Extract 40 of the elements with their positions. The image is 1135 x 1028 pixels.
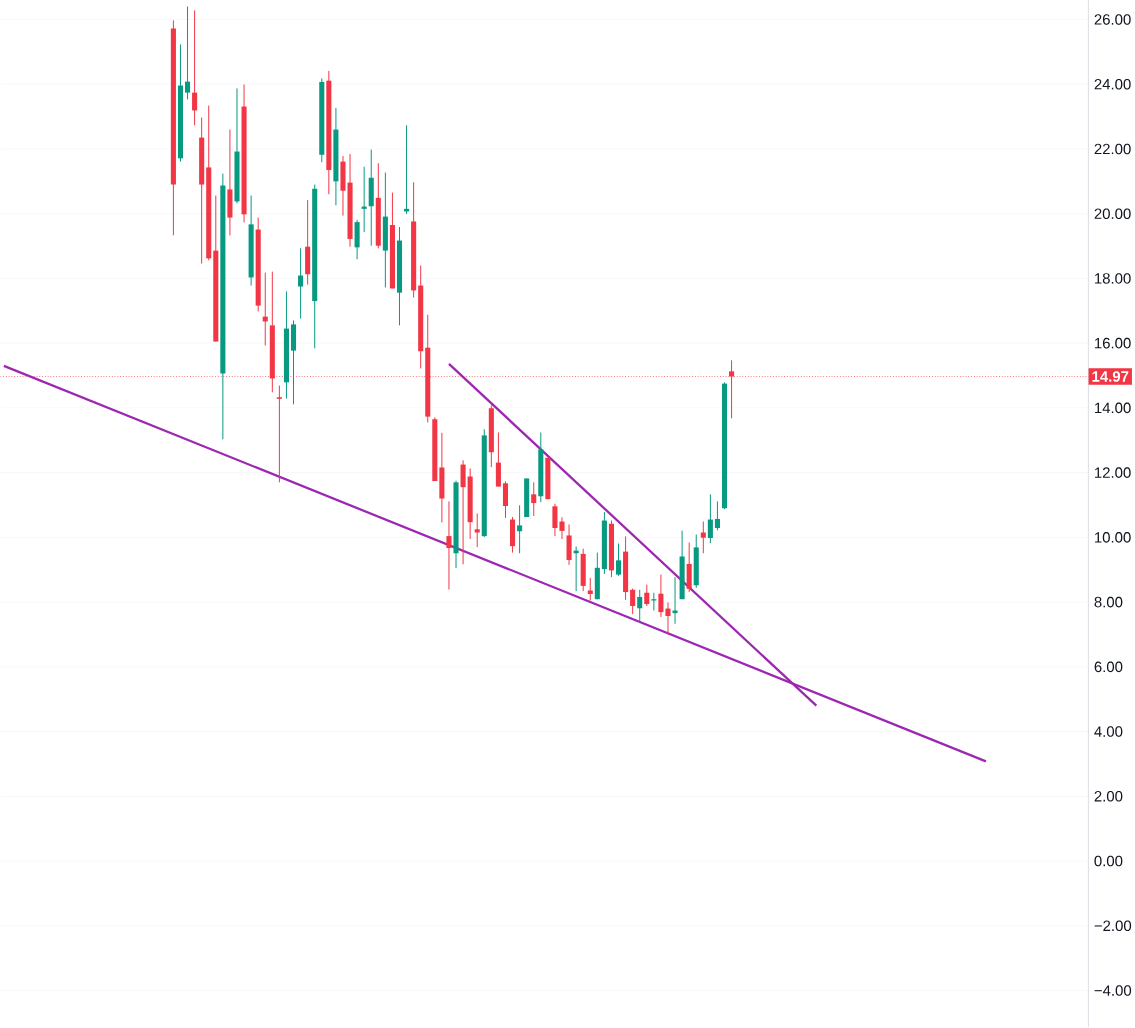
candlestick [531, 481, 537, 517]
candlestick [637, 589, 643, 624]
candlestick [184, 6, 191, 101]
candlestick [615, 543, 622, 577]
candlestick [460, 459, 466, 565]
candlestick [446, 501, 452, 591]
candlestick [495, 432, 501, 488]
y-tick-label: 8.00 [1094, 596, 1123, 608]
candlestick [707, 493, 713, 544]
candlestick [700, 521, 706, 554]
y-tick-label: 26.00 [1094, 14, 1131, 25]
candlestick [559, 516, 565, 540]
candlestick [630, 588, 636, 615]
y-tick-label: 14.00 [1095, 402, 1131, 414]
candlestick [658, 574, 664, 618]
y-tick-label: 24.00 [1094, 79, 1131, 90]
y-tick-label: 12.00 [1095, 467, 1131, 478]
y-tick-label: 6.00 [1094, 661, 1123, 673]
candlestick [587, 577, 593, 602]
candlestick [665, 602, 671, 636]
candlestick [474, 513, 480, 548]
y-tick-label: 16.00 [1095, 337, 1131, 349]
y-tick-label: 20.00 [1094, 208, 1131, 220]
candlestick [714, 501, 720, 531]
candlestick [192, 9, 198, 126]
y-tick-label: 10.00 [1095, 532, 1131, 543]
candlestick [517, 504, 523, 554]
candlestick [552, 503, 558, 537]
y-tick-label: −2.00 [1094, 920, 1132, 932]
ref-line-label: 14.97 [1092, 371, 1129, 382]
candlestick [502, 480, 509, 519]
y-tick-label: 0.00 [1094, 855, 1123, 867]
y-tick-label: 18.00 [1095, 273, 1131, 284]
y-tick-label: −4.00 [1094, 985, 1132, 996]
y-tick-label: 4.00 [1094, 726, 1123, 737]
candlestick [644, 584, 650, 607]
candlestick [276, 385, 282, 483]
y-tick-label: 2.00 [1094, 791, 1123, 802]
candlestick [298, 247, 304, 320]
y-tick-label: 22.00 [1094, 143, 1131, 155]
